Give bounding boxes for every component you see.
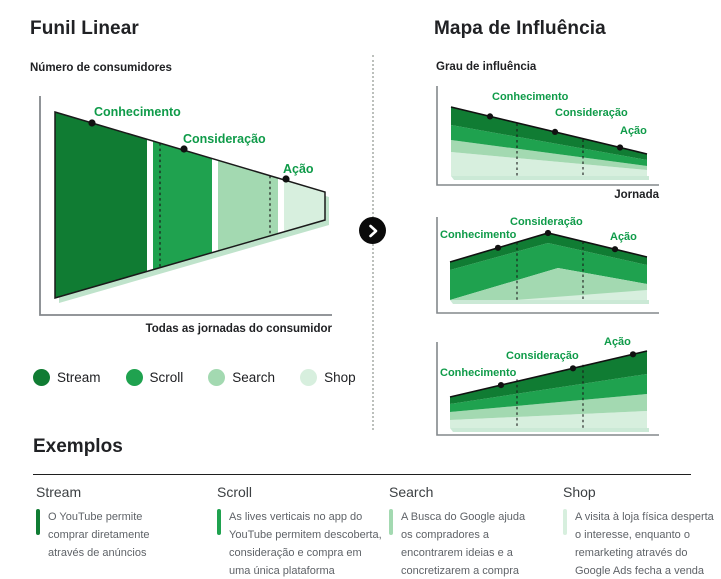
trend-line (449, 350, 648, 398)
funnel-label-awareness: Conhecimento (94, 105, 181, 119)
dot-consideration (544, 229, 552, 237)
dot-action (616, 144, 624, 151)
legend-label: Search (232, 370, 276, 385)
funnel-segment-search (218, 160, 278, 251)
examples-divider (33, 474, 691, 475)
next-arrow-button[interactable] (359, 217, 386, 244)
layer-search (450, 268, 647, 300)
stream-accent-bar (36, 509, 40, 535)
legend-item-shop: Shop (300, 369, 356, 386)
legend-label: Shop (324, 370, 356, 385)
funnel-legend: Stream Scroll Search Shop (33, 369, 356, 386)
influence-panel-title: Mapa de Influência (434, 18, 606, 39)
influence-y-axis-label: Grau de influência (436, 61, 537, 73)
chevron-right-icon (368, 224, 377, 237)
layer-stream (450, 233, 647, 270)
influence-x-axis-label: Jornada (614, 189, 659, 201)
dot-consideration (551, 128, 559, 135)
influence-chart-ascending: Conhecimento Consideração Ação (436, 336, 659, 436)
example-body: A Busca do Google ajuda os compradores a… (389, 507, 551, 579)
shop-accent-bar (563, 509, 567, 535)
legend-label: Stream (57, 370, 101, 385)
funnel-outline (54, 110, 326, 299)
example-search: Search A Busca do Google ajuda os compra… (389, 484, 551, 579)
layer-scroll (451, 125, 647, 166)
label-awareness: Conhecimento (440, 367, 517, 379)
funnel-dot-awareness (88, 119, 96, 127)
example-heading: Shop (563, 484, 596, 500)
funnel-panel-title: Funil Linear (30, 18, 139, 39)
funnel-segment-stream (55, 112, 147, 298)
dot-consideration (569, 365, 577, 372)
label-consideration: Consideração (506, 350, 579, 362)
example-body: O YouTube permite comprar diretamente at… (36, 507, 201, 561)
chart-axes (436, 217, 659, 314)
scroll-accent-bar (217, 509, 221, 535)
legend-item-scroll: Scroll (125, 369, 184, 386)
shop-color-dot (300, 369, 318, 386)
example-body: As lives verticais no app do YouTube per… (217, 507, 395, 579)
funnel-x-axis-label: Todas as jornadas do consumidor (146, 323, 333, 335)
funnel-y-axis-label: Número de consumidores (30, 62, 172, 74)
search-accent-bar (389, 509, 393, 535)
dot-action (629, 351, 637, 358)
label-consideration: Consideração (555, 107, 628, 119)
funnel-segment-shop (284, 179, 325, 232)
influence-chart-descending: Conhecimento Consideração Ação Jornada (436, 86, 660, 201)
stream-color-dot (33, 369, 50, 386)
dot-action (611, 246, 619, 253)
chart-axes (436, 86, 659, 186)
trend-line (450, 106, 648, 155)
funnel-dot-consideration (180, 145, 188, 153)
funnel-label-consideration: Consideração (183, 132, 266, 146)
layer-shop (515, 290, 647, 300)
example-text: A Busca do Google ajuda os compradores a… (401, 511, 526, 577)
funnel-axes (39, 96, 332, 316)
layer-shop (451, 152, 647, 176)
chart-shadow (450, 428, 649, 432)
example-body: A visita à loja física desperta o intere… (563, 507, 721, 579)
layer-search (450, 394, 647, 420)
example-text: As lives verticais no app do YouTube per… (229, 511, 382, 577)
influence-chart-peak: Conhecimento Consideração Ação (436, 216, 659, 314)
label-action: Ação (604, 336, 631, 348)
dot-awareness (497, 382, 505, 389)
legend-label: Scroll (149, 370, 184, 385)
example-stream: Stream O YouTube permite comprar diretam… (36, 484, 201, 561)
example-heading: Stream (36, 484, 82, 500)
layer-scroll (450, 374, 647, 412)
examples-title: Exemplos (33, 436, 123, 457)
funnel-dot-action (282, 175, 290, 183)
funnel-chart: Conhecimento Consideração Ação Todas as … (39, 96, 333, 335)
legend-item-search: Search (208, 369, 275, 386)
dot-awareness (486, 113, 494, 120)
example-heading: Scroll (217, 484, 253, 500)
example-text: O YouTube permite comprar diretamente at… (48, 511, 150, 559)
funnel-segment-scroll (153, 141, 212, 270)
chart-shadow (451, 176, 649, 180)
layer-stream (450, 351, 647, 404)
layer-scroll (450, 243, 647, 300)
layer-shop (450, 411, 647, 428)
search-color-dot (208, 369, 226, 386)
funnel-label-action: Ação (283, 162, 314, 176)
legend-item-stream: Stream (33, 369, 101, 386)
layer-search (451, 140, 647, 170)
layer-stream (451, 107, 647, 160)
label-consideration: Consideração (510, 216, 583, 228)
label-action: Ação (620, 125, 647, 137)
label-awareness: Conhecimento (492, 91, 569, 103)
scroll-color-dot (125, 369, 143, 386)
label-action: Ação (610, 231, 637, 243)
dot-awareness (494, 244, 502, 251)
example-shop: Shop A visita à loja física desperta o i… (563, 484, 721, 579)
chart-axes (436, 342, 659, 436)
example-scroll: Scroll As lives verticais no app do YouT… (217, 484, 395, 579)
example-text: A visita à loja física desperta o intere… (575, 511, 714, 577)
example-heading: Search (389, 484, 434, 500)
label-awareness: Conhecimento (440, 229, 517, 241)
chart-shadow (450, 300, 649, 304)
